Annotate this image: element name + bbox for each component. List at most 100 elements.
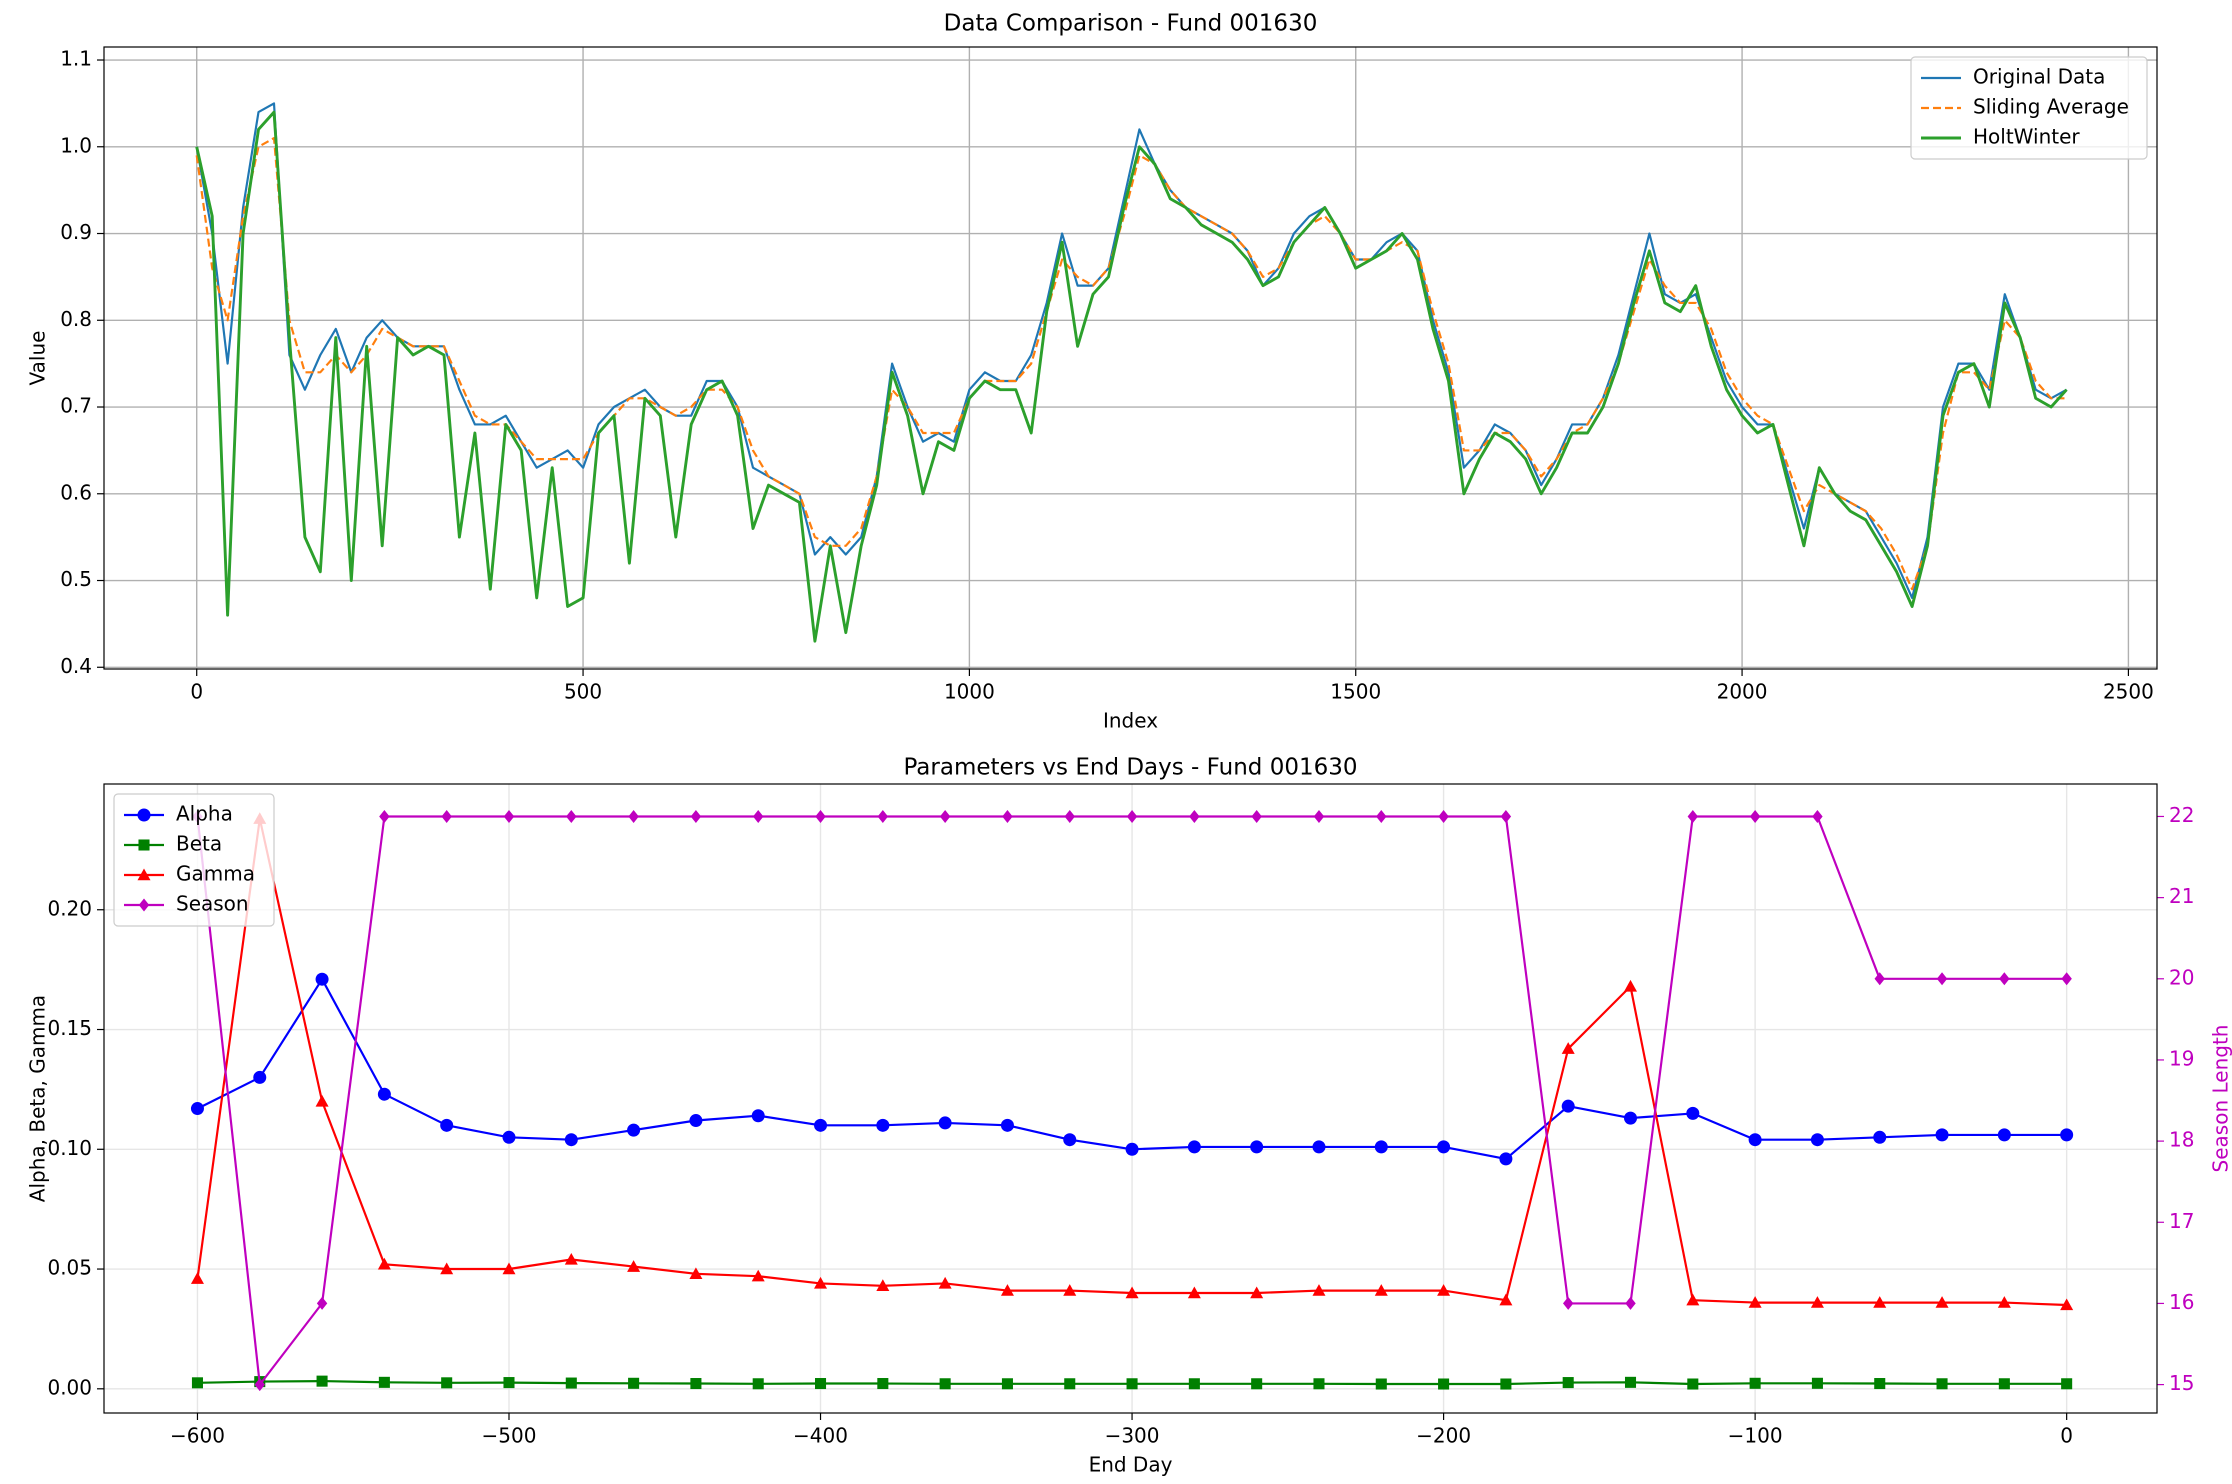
x-tick-label: −300 [1105,1424,1160,1448]
marker [1500,809,1512,823]
marker [564,1133,578,1147]
marker [1312,1284,1326,1296]
x-tick-label: 500 [564,680,602,704]
marker [1936,972,1948,986]
marker [753,809,764,823]
marker [377,1257,391,1270]
marker [1500,1378,1512,1390]
x-tick-label: 2000 [1717,680,1768,704]
marker [627,1260,641,1272]
marker [627,1123,641,1137]
marker [1064,1378,1076,1390]
marker [1187,1286,1201,1299]
marker [876,1279,890,1292]
marker [938,1276,952,1289]
y-axis-label: Value [26,331,50,386]
marker [1064,809,1075,823]
x-tick-label: 0 [2060,1424,2073,1448]
x-tick-label: −100 [1728,1424,1783,1448]
x-tick-label: −200 [1416,1424,1471,1448]
x-tick-label: −500 [482,1424,537,1448]
series-line [195,102,2068,599]
marker [1438,1378,1450,1390]
marker [1749,1377,1761,1389]
marker [1251,1378,1263,1390]
marker [1499,1152,1513,1166]
y-tick-label: 0.05 [47,1256,92,1280]
marker [1437,1140,1451,1154]
marker [378,1376,390,1388]
marker [1748,1296,1762,1308]
marker [379,809,390,823]
marker [1810,1296,1824,1308]
marker [751,1109,765,1123]
y2-tick-label: 18 [2169,1128,2194,1152]
marker [1000,1284,1014,1296]
marker [1997,1296,2011,1308]
marker [138,898,150,912]
marker [1686,1293,1700,1306]
marker [1437,1284,1451,1296]
legend-label: Alpha [176,802,233,826]
marker [1625,1296,1636,1310]
y2-tick-label: 16 [2169,1290,2194,1314]
marker [2060,1298,2074,1311]
y2-tick-label: 21 [2169,884,2194,908]
marker [938,1116,952,1130]
marker [191,1377,203,1389]
marker [315,972,329,986]
marker [876,1118,890,1132]
x-tick-label: 2500 [2103,680,2154,704]
marker [503,1377,515,1389]
marker [628,809,639,823]
x-tick-label: 1500 [1330,680,1381,704]
marker [315,1094,329,1107]
y-tick-label: 1.0 [60,133,92,157]
y-tick-label: 0.4 [60,654,92,678]
y-tick-label: 0.8 [60,307,92,331]
y-tick-label: 0.5 [60,567,92,591]
marker [1873,1130,1887,1144]
marker [1125,1286,1139,1299]
x-tick-label: 0 [190,680,203,704]
marker [1749,809,1761,823]
marker [1874,972,1885,986]
y2-tick-label: 20 [2169,965,2194,989]
marker [815,809,826,823]
marker [1811,1377,1823,1389]
marker [1000,1118,1014,1132]
y-tick-label: 0.20 [47,896,92,920]
marker [689,1114,703,1128]
marker [1251,809,1262,823]
marker [2060,1128,2074,1142]
marker [689,1267,703,1280]
marker [377,1087,391,1101]
series-line [195,110,2068,643]
marker [1687,809,1699,823]
y-tick-label: 0.15 [47,1016,92,1040]
marker [1562,1377,1574,1389]
marker [1998,1378,2010,1390]
marker [1313,809,1325,823]
marker [1126,809,1138,823]
marker [1063,1284,1077,1296]
marker [2061,1378,2073,1390]
marker [1376,809,1387,823]
marker [1687,1378,1699,1390]
marker [1374,1140,1388,1154]
marker [1810,1133,1824,1147]
marker [939,1378,951,1390]
marker [1250,1140,1264,1154]
marker [1936,1378,1948,1390]
legend-label: HoltWinter [1973,125,2080,149]
x-tick-label: −600 [170,1424,225,1448]
marker [1499,1293,1513,1306]
marker [565,1377,577,1389]
x-axis-label: End Day [1089,1453,1173,1477]
marker [1125,1142,1139,1156]
marker [1935,1128,1949,1142]
marker [1563,1296,1574,1310]
marker [1313,1378,1325,1390]
marker [1999,972,2010,986]
